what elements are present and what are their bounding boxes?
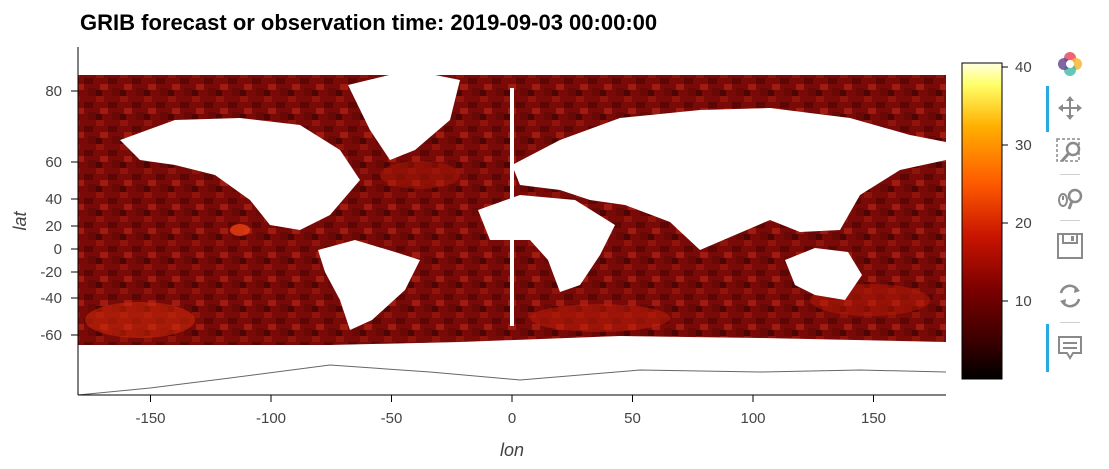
chart-title: GRIB forecast or observation time: 2019-…: [80, 10, 658, 35]
active-drag-indicator: [1046, 86, 1049, 132]
main-plot[interactable]: -150 -100 -50 0 50 100 150 80 60 40 20 0…: [0, 0, 960, 469]
y-tick-label: 60: [45, 154, 62, 171]
colorbar-gradient: [961, 62, 1003, 380]
colorbar-tick-label: 20: [1015, 215, 1032, 232]
bokeh-logo-icon[interactable]: [1054, 48, 1086, 80]
hover-tool-icon[interactable]: [1054, 332, 1086, 364]
wheel-zoom-icon[interactable]: [1054, 182, 1086, 214]
x-tick-label: 100: [740, 410, 765, 427]
y-tick-label: -60: [40, 327, 62, 344]
y-tick-label: 0: [54, 241, 62, 258]
x-axis-label: lon: [500, 440, 524, 460]
x-tick-label: -150: [135, 410, 165, 427]
active-inspect-indicator: [1046, 324, 1049, 372]
toolbar-separator: [1060, 322, 1080, 323]
save-icon[interactable]: [1054, 230, 1086, 262]
y-tick-label: 80: [45, 83, 62, 100]
y-ticks: 80 60 40 20 0 -20 -40 -60: [40, 83, 78, 344]
toolbar-separator: [1060, 220, 1080, 221]
y-tick-label: -20: [40, 264, 62, 281]
x-tick-label: 50: [624, 410, 641, 427]
colorbar-tick-label: 10: [1015, 293, 1032, 310]
colorbar-ticks: 10 20 30 40: [1002, 59, 1032, 310]
y-tick-label: 20: [45, 218, 62, 235]
x-tick-label: 0: [508, 410, 516, 427]
x-tick-label: -100: [256, 410, 286, 427]
pan-tool-icon[interactable]: [1054, 92, 1086, 124]
plot-toolbar: [1040, 40, 1104, 380]
y-tick-label: 40: [45, 191, 62, 208]
x-tick-label: 150: [861, 410, 886, 427]
x-ticks: -150 -100 -50 0 50 100 150: [135, 395, 886, 427]
reset-icon[interactable]: [1054, 280, 1086, 312]
y-tick-label: -40: [40, 290, 62, 307]
colorbar-tick-label: 30: [1015, 137, 1032, 154]
colorbar-tick-label: 40: [1015, 59, 1032, 76]
toolbar-separator: [1060, 174, 1080, 175]
heatmap-area: [78, 47, 946, 395]
colorbar: 10 20 30 40: [961, 59, 1032, 380]
x-tick-label: -50: [381, 410, 403, 427]
y-axis-label: lat: [10, 210, 30, 230]
box-zoom-icon[interactable]: [1054, 136, 1086, 168]
